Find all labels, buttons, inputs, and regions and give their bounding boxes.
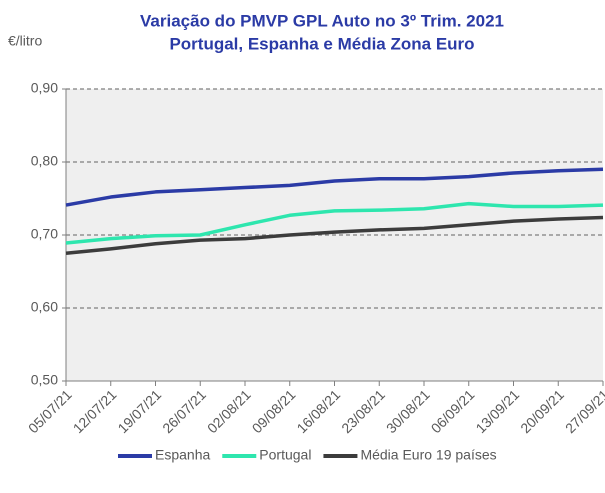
legend-label: Média Euro 19 países <box>360 447 496 463</box>
x-tick-label: 06/09/21 <box>428 386 478 436</box>
x-tick-label: 30/08/21 <box>383 386 433 436</box>
chart-subtitle: Portugal, Espanha e Média Zona Euro <box>169 34 474 53</box>
x-tick-label: 16/08/21 <box>293 386 343 436</box>
y-tick-label: 0,90 <box>31 80 58 96</box>
chart-title: Variação do PMVP GPL Auto no 3º Trim. 20… <box>140 11 504 30</box>
line-series <box>65 167 604 207</box>
legend-label: Portugal <box>259 447 311 463</box>
x-tick-label: 05/07/21 <box>25 386 75 436</box>
x-tick-label: 02/08/21 <box>204 386 254 436</box>
x-tick-label: 19/07/21 <box>114 386 164 436</box>
legend-label: Espanha <box>155 447 210 463</box>
x-tick-label: 09/08/21 <box>249 386 299 436</box>
y-tick-label: 0,50 <box>31 372 58 388</box>
x-tick-label: 27/09/21 <box>562 386 605 436</box>
y-tick-label: 0,60 <box>31 299 58 315</box>
line-series <box>65 215 604 255</box>
y-tick-label: 0,70 <box>31 226 58 242</box>
x-tick-label: 26/07/21 <box>159 386 209 436</box>
line-series <box>65 201 604 245</box>
x-tick-label: 20/09/21 <box>517 386 567 436</box>
x-tick-label: 13/09/21 <box>472 386 522 436</box>
x-tick-label: 23/08/21 <box>338 386 388 436</box>
y-axis-label: €/litro <box>8 33 42 49</box>
y-tick-label: 0,80 <box>31 153 58 169</box>
x-tick-label: 12/07/21 <box>70 386 120 436</box>
